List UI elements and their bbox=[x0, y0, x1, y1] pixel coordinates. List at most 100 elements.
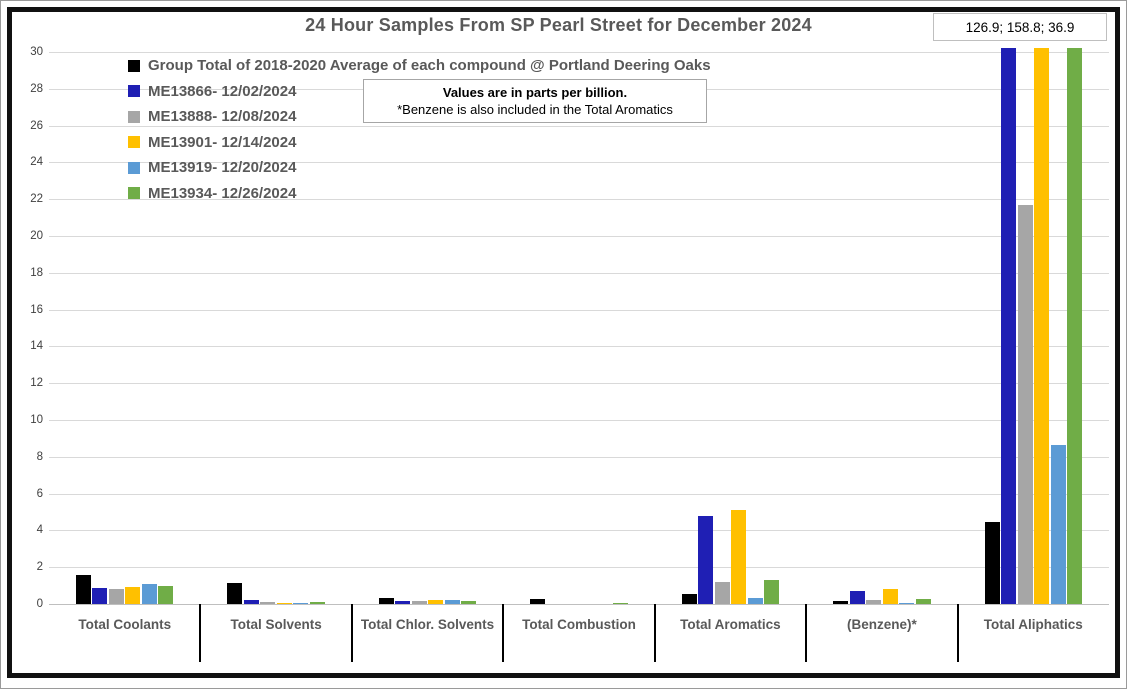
legend-item: ME13919- 12/20/2024 bbox=[128, 155, 711, 181]
y-gridline bbox=[49, 456, 1109, 458]
bar bbox=[915, 599, 931, 604]
y-gridline bbox=[49, 420, 1109, 421]
category-label: Total Aliphatics bbox=[983, 617, 1083, 632]
legend-label: ME13888- 12/08/2024 bbox=[148, 108, 297, 126]
bar bbox=[293, 602, 309, 604]
legend-item: ME13888- 12/08/2024 bbox=[128, 104, 711, 130]
bar bbox=[1050, 444, 1066, 604]
bar bbox=[882, 589, 898, 604]
bar bbox=[714, 581, 730, 604]
legend-item: ME13866- 12/02/2024 bbox=[128, 79, 711, 105]
bar bbox=[141, 583, 157, 604]
y-axis-tick-label: 18 bbox=[30, 266, 43, 279]
category-separator bbox=[653, 604, 656, 662]
y-axis-tick-label: 28 bbox=[30, 82, 43, 95]
y-gridline bbox=[49, 199, 1109, 201]
chart-title: 24 Hour Samples From SP Pearl Street for… bbox=[305, 15, 812, 35]
bar bbox=[158, 585, 174, 604]
bar bbox=[1017, 204, 1033, 604]
x-axis-line bbox=[49, 604, 1109, 605]
legend-swatch-icon bbox=[128, 136, 140, 149]
category-label: Total Coolants bbox=[78, 617, 172, 632]
legend-swatch-icon bbox=[128, 85, 140, 98]
y-gridline bbox=[49, 383, 1109, 385]
legend-item: ME13934- 12/26/2024 bbox=[128, 181, 711, 207]
bar bbox=[899, 603, 915, 604]
bar bbox=[764, 580, 780, 604]
category-separator bbox=[956, 604, 959, 662]
y-axis-tick-label: 2 bbox=[36, 561, 43, 574]
y-axis-tick-label: 22 bbox=[30, 193, 43, 206]
bar bbox=[681, 593, 697, 604]
bar bbox=[833, 601, 849, 604]
category-separator bbox=[199, 604, 202, 662]
bar bbox=[411, 601, 427, 604]
legend-label: ME13901- 12/14/2024 bbox=[148, 133, 297, 151]
bar bbox=[866, 600, 882, 604]
bar bbox=[227, 582, 243, 604]
category-label: Total Aromatics bbox=[680, 617, 781, 632]
y-axis-tick-label: 16 bbox=[30, 303, 43, 316]
legend-label: ME13866- 12/02/2024 bbox=[148, 82, 297, 100]
units-note-line1: Values are in parts per billion. bbox=[442, 85, 628, 100]
units-note-line2: *Benzene is also included in the Total A… bbox=[397, 102, 673, 117]
bar bbox=[984, 522, 1000, 604]
legend-label: ME13919- 12/20/2024 bbox=[148, 159, 297, 177]
bar bbox=[1034, 48, 1050, 604]
y-gridline bbox=[49, 493, 1109, 495]
legend-item: Group Total of 2018-2020 Average of each… bbox=[128, 53, 711, 79]
y-axis-tick-label: 14 bbox=[30, 340, 43, 353]
bar bbox=[698, 515, 714, 604]
legend-swatch-icon bbox=[128, 187, 140, 200]
legend-swatch-icon bbox=[128, 110, 140, 123]
y-gridline bbox=[49, 236, 1109, 237]
y-gridline bbox=[49, 125, 1109, 127]
y-gridline bbox=[49, 309, 1109, 311]
offscale-values-text: 126.9; 158.8; 36.9 bbox=[965, 19, 1075, 35]
category-separator bbox=[502, 604, 505, 662]
bar bbox=[1001, 48, 1017, 604]
bar bbox=[428, 600, 444, 604]
y-gridline bbox=[49, 272, 1109, 274]
category-label: Total Solvents bbox=[230, 617, 322, 632]
y-gridline bbox=[49, 52, 1109, 53]
category-label: Total Combustion bbox=[522, 617, 636, 632]
y-axis-tick-label: 26 bbox=[30, 119, 43, 132]
y-axis-tick-label: 4 bbox=[36, 524, 43, 537]
y-gridline bbox=[49, 567, 1109, 569]
legend-swatch-icon bbox=[128, 59, 140, 72]
legend-label: Group Total of 2018-2020 Average of each… bbox=[148, 57, 711, 75]
y-axis-tick-label: 24 bbox=[30, 156, 43, 169]
bar bbox=[395, 601, 411, 604]
offscale-values-box: 126.9; 158.8; 36.9 bbox=[933, 13, 1107, 41]
y-axis-tick-label: 20 bbox=[30, 230, 43, 242]
bar bbox=[731, 510, 747, 604]
bar bbox=[309, 601, 325, 604]
y-axis-tick-label: 30 bbox=[30, 46, 43, 58]
y-gridline bbox=[49, 162, 1109, 164]
bar bbox=[849, 591, 865, 604]
bar bbox=[444, 600, 460, 604]
chart-legend: Group Total of 2018-2020 Average of each… bbox=[128, 53, 711, 206]
bar bbox=[92, 588, 108, 604]
y-axis-tick-label: 12 bbox=[30, 377, 43, 390]
bar bbox=[276, 602, 292, 604]
bar bbox=[75, 575, 91, 604]
bar bbox=[378, 597, 394, 604]
bar bbox=[243, 600, 259, 604]
legend-item: ME13901- 12/14/2024 bbox=[128, 130, 711, 156]
y-gridline bbox=[49, 530, 1109, 532]
category-separator bbox=[805, 604, 808, 662]
bar bbox=[1067, 48, 1083, 604]
units-note-box: Values are in parts per billion. *Benzen… bbox=[363, 79, 707, 123]
y-axis-tick-label: 6 bbox=[36, 487, 43, 500]
legend-swatch-icon bbox=[128, 161, 140, 174]
legend-label: ME13934- 12/26/2024 bbox=[148, 184, 297, 202]
category-label: Total Chlor. Solvents bbox=[360, 617, 495, 632]
bar bbox=[747, 597, 763, 604]
y-axis-tick-label: 0 bbox=[36, 598, 43, 610]
bar bbox=[125, 586, 141, 604]
y-axis-tick-label: 10 bbox=[30, 414, 43, 426]
bar bbox=[260, 601, 276, 604]
